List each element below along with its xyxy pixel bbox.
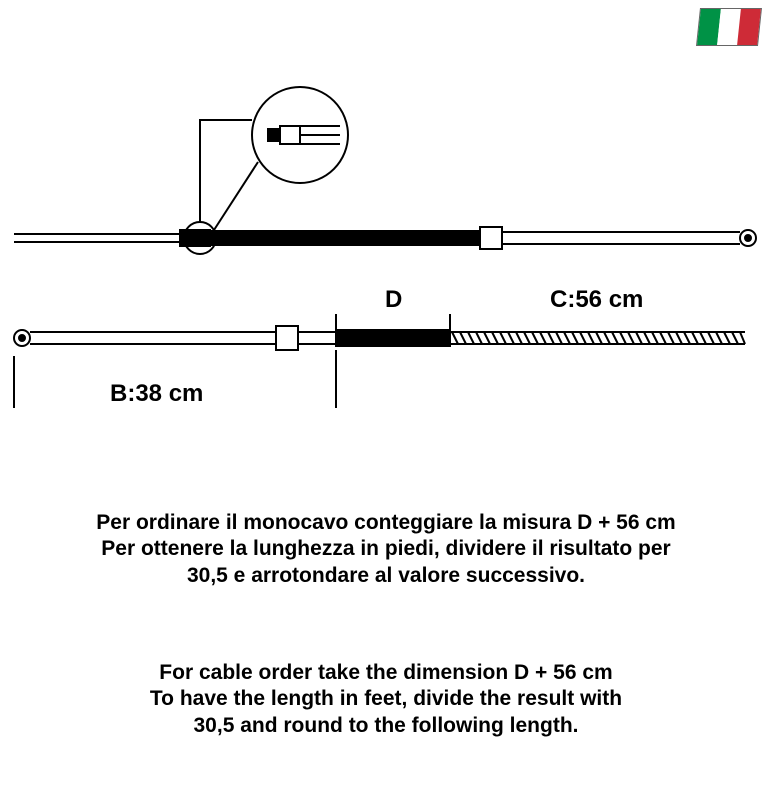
dimension-label-c: C:56 cm bbox=[550, 286, 643, 314]
instructions-italian: Per ordinare il monocavo conteggiare la … bbox=[0, 510, 772, 589]
cable-diagram bbox=[0, 0, 772, 430]
text-line: 30,5 and round to the following length. bbox=[194, 714, 579, 737]
text-line: Per ottenere la lunghezza in piedi, divi… bbox=[101, 537, 670, 560]
dimension-label-b: B:38 cm bbox=[110, 380, 203, 408]
spring-segment bbox=[450, 332, 745, 344]
dimension-label-d: D bbox=[385, 286, 402, 314]
text-line: 30,5 e arrotondare al valore successivo. bbox=[187, 564, 585, 587]
text-line: For cable order take the dimension D + 5… bbox=[159, 661, 612, 684]
text-line: To have the length in feet, divide the r… bbox=[150, 687, 622, 710]
callout-leader bbox=[200, 120, 252, 222]
text-line: Per ordinare il monocavo conteggiare la … bbox=[96, 511, 675, 534]
instructions-english: For cable order take the dimension D + 5… bbox=[0, 660, 772, 739]
